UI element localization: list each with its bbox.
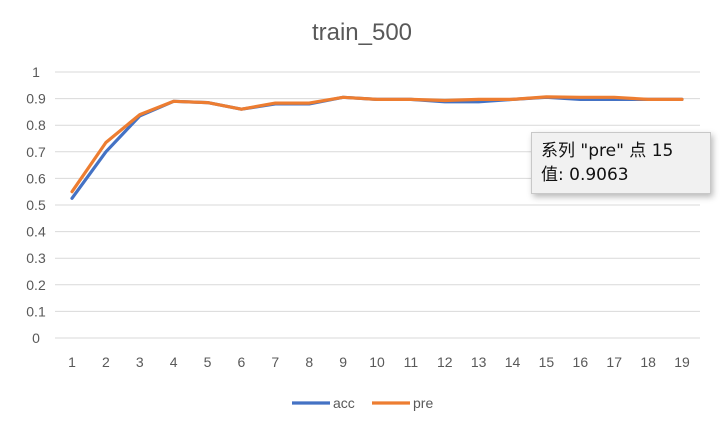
y-tick-label: 0.3 <box>26 250 46 266</box>
legend: acc pre <box>292 395 433 411</box>
x-axis-tick-labels: 1 2 3 4 5 6 7 8 9 10 11 12 13 14 15 16 17 18 19 <box>68 354 690 370</box>
x-tick-label: 2 <box>102 354 110 370</box>
y-tick-label: 0.6 <box>26 170 46 186</box>
series-lines <box>70 95 684 200</box>
y-tick-label: 0.4 <box>26 224 46 240</box>
legend-label-pre: pre <box>413 395 433 411</box>
data-point-tooltip: 系列 "pre" 点 15 值: 0.9063 <box>531 132 711 194</box>
x-tick-label: 17 <box>606 354 622 370</box>
x-tick-label: 19 <box>674 354 690 370</box>
tooltip-series-point: 系列 "pre" 点 15 <box>541 141 674 161</box>
series-line-pre <box>70 95 684 194</box>
x-tick-label: 5 <box>204 354 212 370</box>
y-axis-tick-labels: 0 0.1 0.2 0.3 0.4 0.5 0.6 0.7 0.8 0.9 1 <box>26 64 46 346</box>
x-tick-label: 13 <box>471 354 487 370</box>
y-tick-label: 0.1 <box>26 303 46 319</box>
y-tick-label: 0.7 <box>26 144 46 160</box>
tooltip-value: 值: 0.9063 <box>541 165 629 185</box>
x-tick-label: 4 <box>170 354 178 370</box>
x-tick-label: 10 <box>369 354 385 370</box>
y-tick-label: 0.8 <box>26 117 46 133</box>
y-tick-label: 0.5 <box>26 197 46 213</box>
chart-title: train_500 <box>312 19 412 46</box>
x-tick-label: 16 <box>573 354 589 370</box>
y-tick-label: 0.2 <box>26 277 46 293</box>
legend-label-acc: acc <box>333 395 355 411</box>
x-tick-label: 9 <box>339 354 347 370</box>
x-tick-label: 6 <box>238 354 246 370</box>
x-tick-label: 1 <box>68 354 76 370</box>
x-tick-label: 11 <box>404 354 419 370</box>
x-tick-label: 3 <box>136 354 144 370</box>
y-tick-label: 1 <box>32 64 40 80</box>
y-tick-label: 0.9 <box>26 91 46 107</box>
x-tick-label: 12 <box>437 354 453 370</box>
x-tick-label: 14 <box>505 354 521 370</box>
x-tick-label: 15 <box>539 354 555 370</box>
x-tick-label: 18 <box>640 354 656 370</box>
y-tick-label: 0 <box>32 330 40 346</box>
x-tick-label: 8 <box>305 354 313 370</box>
x-tick-label: 7 <box>271 354 279 370</box>
